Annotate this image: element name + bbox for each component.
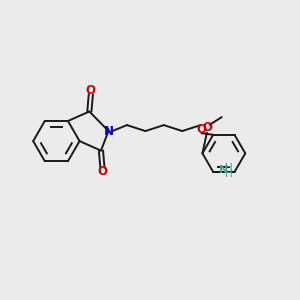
Text: H: H	[225, 163, 232, 173]
Text: N: N	[103, 124, 113, 137]
Text: N: N	[219, 165, 228, 175]
Text: O: O	[98, 165, 107, 178]
Text: O: O	[202, 121, 212, 134]
Text: H: H	[225, 169, 232, 179]
Text: O: O	[86, 84, 96, 97]
Text: O: O	[196, 123, 207, 136]
